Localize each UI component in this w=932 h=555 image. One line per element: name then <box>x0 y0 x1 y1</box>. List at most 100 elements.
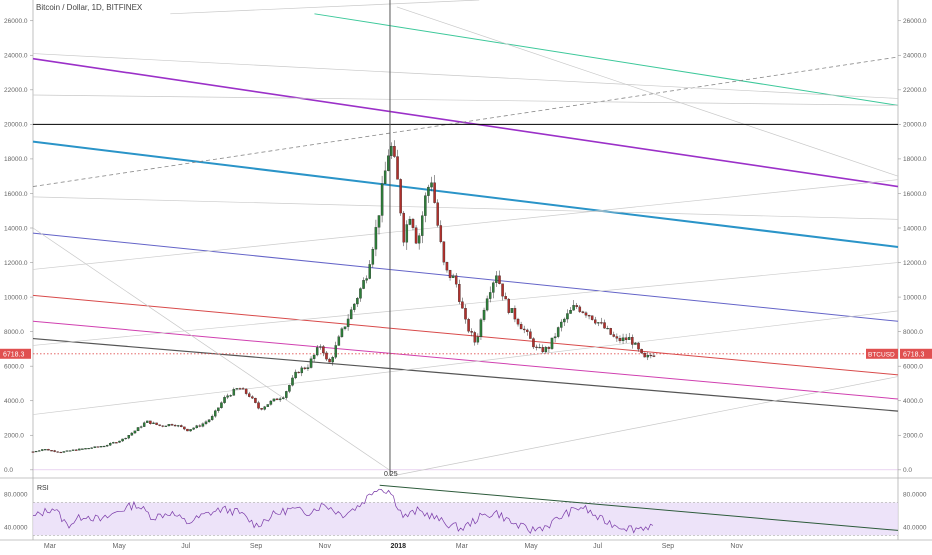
candle-body <box>587 315 591 317</box>
candle-body <box>319 346 322 348</box>
candle-body <box>649 354 653 357</box>
candle-body <box>112 442 115 444</box>
candle-body <box>124 437 127 440</box>
trend-line <box>314 13 899 106</box>
candle-body <box>105 445 109 447</box>
candle-body <box>492 282 495 293</box>
candle-body <box>306 367 310 369</box>
candle-body <box>226 395 229 398</box>
candle-body <box>643 352 646 358</box>
price-tick-label-left: 22000.0 <box>4 87 28 94</box>
time-tick-label: Nov <box>319 543 332 550</box>
trend-line <box>170 0 480 15</box>
time-tick-label: 2018 <box>391 543 407 550</box>
candle-body <box>75 449 78 451</box>
rsi-tick-label-right: 80.0000 <box>903 492 927 499</box>
candle-body <box>634 342 637 345</box>
candle-body <box>399 179 402 214</box>
rsi-tick-label-left: 80.0000 <box>4 492 28 499</box>
vertical-marker-label: 0.25 <box>384 471 398 478</box>
candle-body <box>529 331 532 339</box>
trend-line <box>32 57 899 188</box>
candle-body <box>214 410 217 417</box>
symbol-label: BTCUSD <box>868 351 895 358</box>
candle-body <box>278 398 282 401</box>
trend-line <box>32 294 899 376</box>
candle-body <box>424 195 427 216</box>
candle-body <box>232 389 236 396</box>
price-tick-label-left: 26000.0 <box>4 18 28 25</box>
candle-body <box>300 367 304 374</box>
time-tick-label: May <box>113 543 127 550</box>
candle-body <box>420 215 424 236</box>
candle-body <box>167 424 171 427</box>
candle-body <box>383 170 387 184</box>
candle-body <box>600 322 603 324</box>
candle-body <box>436 202 439 226</box>
candle-body <box>408 218 412 225</box>
candle-body <box>594 319 597 324</box>
candle-body <box>501 283 504 297</box>
candle-body <box>50 450 53 452</box>
candle-body <box>485 298 489 311</box>
price-tick-label-left: 10000.0 <box>4 294 28 301</box>
candle-body <box>115 442 118 444</box>
trend-line <box>32 262 899 346</box>
candle-body <box>349 309 353 320</box>
candle-body <box>146 420 149 423</box>
trend-line <box>32 232 899 322</box>
candle-body <box>183 426 186 430</box>
candle-body <box>504 296 507 300</box>
candle-body <box>176 425 180 427</box>
candle-body <box>479 319 483 338</box>
candle-body <box>241 388 245 390</box>
candle-body <box>405 224 409 243</box>
candle-body <box>130 432 134 436</box>
candle-body <box>44 449 47 451</box>
candle-body <box>544 347 548 353</box>
candle-body <box>356 298 359 305</box>
candle-body <box>526 329 529 332</box>
candle-body <box>127 435 131 439</box>
candle-body <box>609 328 612 335</box>
price-tick-label-right: 6000.0 <box>903 363 923 370</box>
candle-body <box>90 447 93 449</box>
candle-body <box>257 402 260 409</box>
time-tick-label: May <box>524 543 538 550</box>
time-tick-label: Jul <box>181 543 190 550</box>
candle-body <box>612 334 616 337</box>
candle-body <box>566 313 569 320</box>
candle-body <box>195 425 198 429</box>
time-tick-label: Sep <box>662 543 675 550</box>
candle-body <box>519 324 523 330</box>
time-tick-label: Jul <box>593 543 602 550</box>
candle-body <box>180 425 183 428</box>
candle-body <box>312 354 316 359</box>
candle-body <box>451 275 455 278</box>
candle-body <box>68 450 72 452</box>
candle-body <box>467 319 470 332</box>
candle-body <box>322 346 325 354</box>
candle-body <box>390 146 393 156</box>
candle-body <box>235 388 239 390</box>
candle-body <box>251 396 254 399</box>
candle-body <box>328 358 331 363</box>
candle-body <box>81 448 84 450</box>
candle-body <box>223 397 226 403</box>
price-tick-label-left: 20000.0 <box>4 122 28 129</box>
candle-body <box>343 326 347 329</box>
price-tick-label-right: 26000.0 <box>903 18 927 25</box>
candle-body <box>201 423 205 427</box>
candle-body <box>387 155 390 171</box>
trend-line <box>32 337 899 412</box>
candle-body <box>31 451 35 453</box>
candle-body <box>482 309 486 320</box>
price-tick-label-left: 14000.0 <box>4 225 28 232</box>
candle-body <box>244 388 248 394</box>
candle-body <box>498 275 501 284</box>
candle-body <box>414 227 418 244</box>
candle-body <box>291 377 294 386</box>
candle-body <box>285 391 288 398</box>
candle-body <box>637 342 640 350</box>
candle-body <box>59 451 63 454</box>
